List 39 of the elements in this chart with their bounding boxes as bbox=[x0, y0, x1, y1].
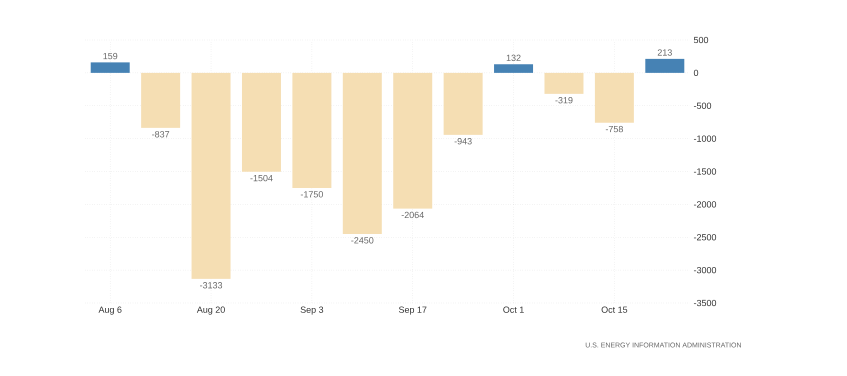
bar bbox=[645, 58, 684, 73]
y-tick-label: -1500 bbox=[694, 168, 716, 175]
bar bbox=[544, 72, 584, 94]
y-tick-label: -3000 bbox=[694, 266, 716, 274]
bar bbox=[393, 72, 432, 209]
data-label: -943 bbox=[454, 138, 472, 144]
data-label: -319 bbox=[555, 97, 573, 104]
x-tick-label: Oct 15 bbox=[602, 306, 628, 313]
data-label: 159 bbox=[103, 52, 118, 60]
bar bbox=[242, 72, 281, 172]
data-label: -758 bbox=[606, 126, 623, 132]
y-tick-label: -1000 bbox=[694, 135, 716, 142]
bar bbox=[444, 72, 483, 135]
bar bbox=[292, 72, 332, 188]
bar bbox=[141, 72, 180, 128]
data-label: 213 bbox=[658, 49, 672, 56]
y-tick-label: -2500 bbox=[694, 234, 716, 240]
data-label: -1504 bbox=[250, 174, 273, 182]
y-tick-label: -500 bbox=[694, 102, 712, 109]
x-tick-label: Sep 17 bbox=[398, 306, 426, 315]
y-tick-label: -2000 bbox=[694, 201, 716, 208]
y-tick-label: -3500 bbox=[694, 300, 716, 306]
data-label: -837 bbox=[152, 131, 170, 138]
bar bbox=[192, 72, 231, 279]
bar bbox=[494, 64, 534, 73]
bar bbox=[594, 72, 634, 123]
data-label: -1750 bbox=[300, 191, 323, 198]
bar bbox=[90, 62, 130, 73]
bar bbox=[342, 72, 382, 234]
data-label: 132 bbox=[506, 54, 521, 62]
x-tick-label: Aug 6 bbox=[98, 306, 122, 315]
x-tick-label: Oct 1 bbox=[503, 306, 524, 313]
x-tick-label: Sep 3 bbox=[300, 306, 324, 315]
data-label: -2450 bbox=[351, 237, 374, 244]
data-label: -3133 bbox=[200, 282, 222, 288]
data-label: -2064 bbox=[402, 212, 424, 218]
y-tick-label: 500 bbox=[694, 36, 708, 44]
x-tick-label: Aug 20 bbox=[196, 306, 225, 315]
y-tick-label: 0 bbox=[694, 70, 698, 76]
